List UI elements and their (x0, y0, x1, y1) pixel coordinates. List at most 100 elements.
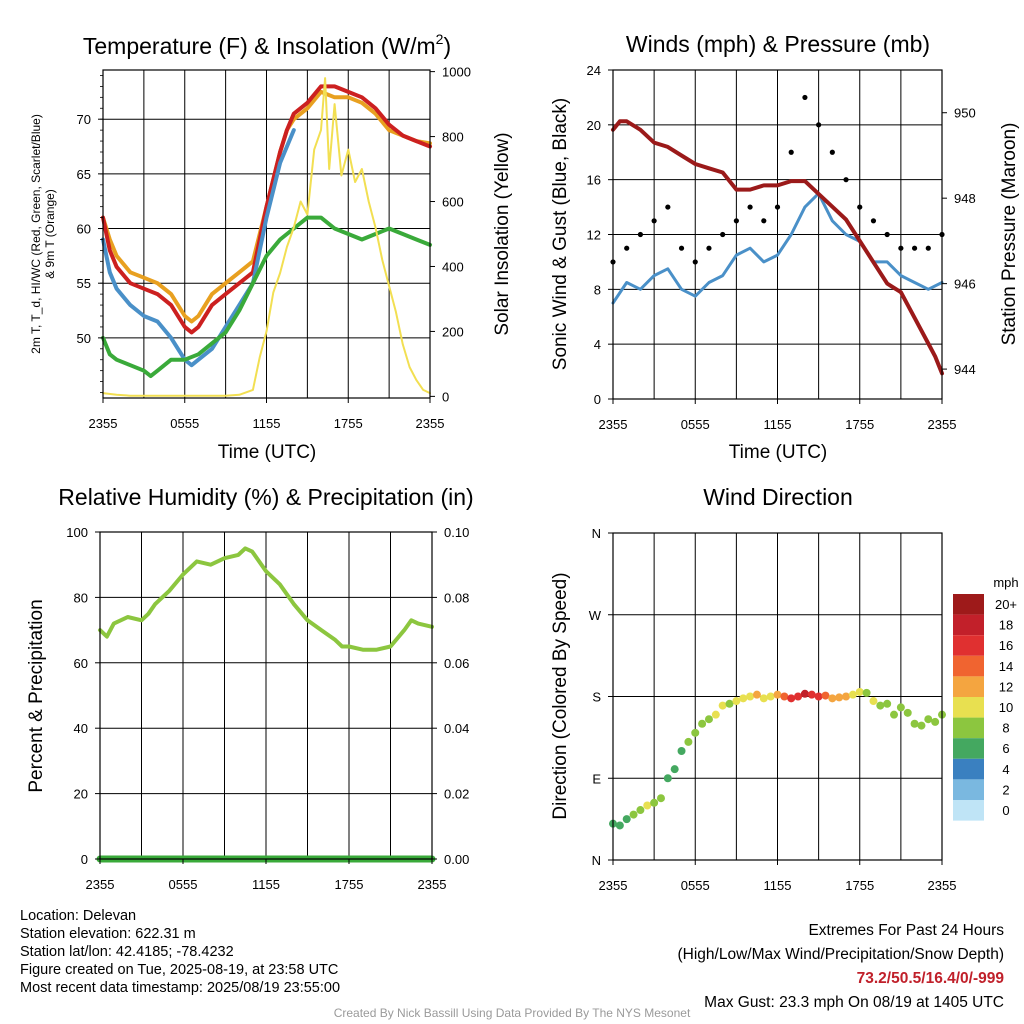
wind-ytick-label: 0 (594, 392, 601, 407)
rh-y2tick-label: 0.02 (444, 787, 469, 802)
speed-legend-label: 16 (999, 638, 1013, 653)
direction-point (704, 715, 713, 724)
temperature-ylabel-line2: & 9m T (Orange) (43, 189, 57, 279)
wind-y2tick-label: 948 (954, 191, 976, 206)
winds-xlabel: Time (UTC) (729, 442, 828, 463)
dir-xtick-label: 1155 (764, 878, 792, 893)
temp-y2tick-label: 0 (442, 389, 449, 404)
temp-xtick-label: 1755 (334, 416, 363, 431)
direction-point (896, 703, 905, 712)
direction-point (869, 697, 878, 706)
speed-legend-label: 0 (1002, 803, 1009, 818)
rh-y2tick-label: 0.04 (444, 721, 469, 736)
speed-legend-swatch (953, 717, 984, 739)
temp-xtick-label: 2355 (89, 416, 118, 431)
wind-gust-point (857, 204, 863, 210)
recent-timestamp: Most recent data timestamp: 2025/08/19 2… (20, 980, 341, 996)
speed-legend-swatch (953, 614, 984, 636)
direction-point (622, 815, 631, 824)
wind-gust-point (706, 245, 712, 251)
temperature-ylabel: 2m T, T_d, HI/WC (Red, Green, Scarlet/Bl… (29, 114, 57, 354)
direction-point (746, 692, 755, 701)
humidity-panel: Relative Humidity (%) & Precipitation (i… (26, 484, 474, 892)
dir-xtick-label: 2355 (599, 878, 628, 893)
wind-gust-point (733, 218, 739, 224)
direction-point (629, 810, 638, 819)
direction-gridlines (613, 533, 942, 860)
temperature-ylabel-line1: 2m T, T_d, HI/WC (Red, Green, Scarlet/Bl… (29, 114, 43, 354)
direction-point (684, 737, 693, 746)
speed-legend-swatch (953, 779, 984, 800)
direction-point (814, 692, 823, 701)
winds-ylabel: Sonic Wind & Gust (Blue, Black) (550, 98, 571, 370)
direction-point (917, 721, 926, 730)
direction-point (800, 689, 809, 698)
speed-legend-label: 12 (999, 679, 1013, 694)
direction-point (821, 691, 830, 700)
direction-point (650, 798, 659, 807)
dir-ytick-label: E (592, 771, 601, 786)
wind-xtick-label: 1155 (764, 417, 792, 432)
temp-xtick-label: 2355 (416, 416, 445, 431)
wind-gust-point (747, 204, 753, 210)
wind-y2tick-label: 944 (954, 362, 976, 377)
temp-series-line-1 (101, 84, 432, 335)
direction-point (739, 694, 748, 703)
wind-xtick-label: 2355 (928, 417, 957, 432)
temp-ytick-label: 70 (77, 112, 91, 127)
humidity-ticks: 0 0.00 20 0.02 40 0.04 60 0.06 80 0.08 100 0.10 2355… (66, 525, 469, 892)
direction-point (910, 719, 919, 728)
wind-gust-point (678, 245, 685, 251)
wind-gust-point (665, 204, 671, 210)
wind-gust-point (692, 259, 698, 265)
wind-ytick-label: 24 (587, 63, 601, 78)
temp-series-line-2 (101, 128, 296, 368)
temp-y2tick-label: 200 (442, 324, 464, 339)
direction-point (773, 690, 782, 699)
wind-gust-point (624, 245, 630, 251)
direction-point (759, 694, 768, 703)
wind-gust-point (829, 149, 835, 155)
direction-ylabel: Direction (Colored By Speed) (550, 572, 571, 819)
rh-y2tick-label: 0.08 (444, 590, 469, 605)
speed-legend-swatch (953, 676, 984, 697)
wind-gust-point (802, 94, 808, 101)
extremes-subtitle: (High/Low/Max Wind/Precipitation/Snow De… (677, 946, 1005, 963)
dir-xtick-label: 1755 (845, 878, 874, 893)
rh-y2tick-label: 0.00 (444, 852, 469, 867)
humidity-ylabel: Percent & Precipitation (26, 599, 47, 792)
winds-series (610, 94, 945, 376)
wind-gust-point (898, 245, 904, 251)
temp-y2tick-label: 400 (442, 259, 464, 274)
winds-ticks: 0 4 8 12 16 20 24 944 946 948 950 2355 0555 1155 1755 2… (587, 63, 976, 432)
direction-ticks: N E S W N 2355 0555 1155 1755 2355 (589, 526, 957, 893)
wind-gust-point (761, 218, 767, 224)
rh-ytick-label: 0 (81, 852, 88, 867)
wind-series-line-2 (611, 119, 944, 376)
wind-ytick-label: 12 (587, 228, 601, 243)
wind-gust-point (843, 177, 849, 183)
direction-point (732, 697, 741, 706)
direction-point (828, 694, 837, 703)
credit-line: Created By Nick Bassill Using Data Provi… (333, 1006, 691, 1020)
station-location: Location: Delevan (20, 908, 137, 924)
temperature-panel: Temperature (F) & Insolation (W/m2) 50 55… (29, 31, 513, 463)
rh-ytick-label: 60 (74, 656, 88, 671)
speed-legend-label: 8 (1002, 721, 1009, 736)
speed-legend-label: 14 (999, 659, 1013, 674)
direction-point (794, 692, 803, 701)
rh-xtick-label: 1755 (335, 877, 364, 892)
wind-ytick-label: 8 (594, 282, 601, 297)
wind-gust-point (788, 149, 794, 155)
wind-gust-point (870, 218, 877, 224)
rh-ytick-label: 40 (74, 721, 88, 736)
direction-point (883, 699, 892, 708)
temp-ytick-label: 55 (77, 276, 91, 291)
temp-series-line-4 (102, 77, 431, 397)
direction-point (780, 692, 789, 701)
station-info: Location: Delevan Station elevation: 622… (20, 907, 340, 997)
temperature-series (101, 77, 432, 397)
wind-gust-point (884, 231, 890, 238)
direction-panel: Wind Direction N E S W N 2355 0555 1155 1755 2355… (550, 484, 1019, 893)
